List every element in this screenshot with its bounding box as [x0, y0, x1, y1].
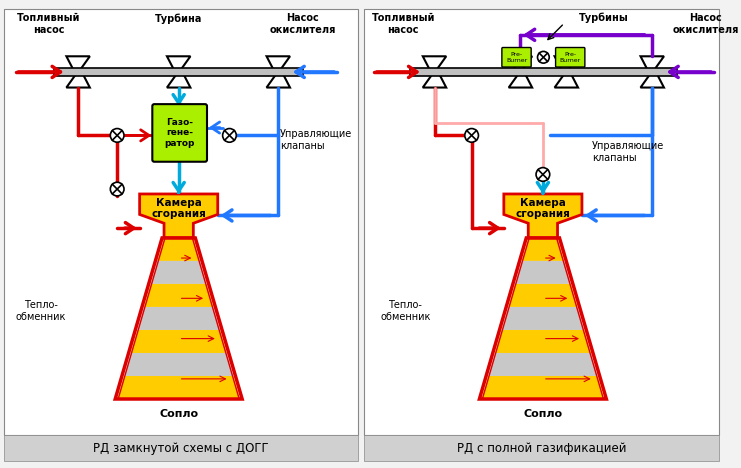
Text: Pre-
Burner: Pre- Burner	[559, 52, 581, 63]
Polygon shape	[124, 353, 233, 376]
Polygon shape	[67, 56, 90, 88]
Polygon shape	[554, 56, 578, 88]
Text: Управляющие
клапаны: Управляющие клапаны	[280, 130, 353, 151]
Text: Насос
окислителя: Насос окислителя	[270, 13, 336, 35]
Text: Сопло: Сопло	[523, 409, 562, 419]
Text: Турбины: Турбины	[579, 13, 629, 23]
FancyBboxPatch shape	[153, 104, 207, 162]
Polygon shape	[504, 194, 582, 238]
Polygon shape	[522, 238, 564, 261]
Text: РД замкнутой схемы с ДОГГ: РД замкнутой схемы с ДОГГ	[93, 442, 268, 455]
FancyBboxPatch shape	[4, 435, 359, 461]
Text: Тепло-
обменник: Тепло- обменник	[16, 300, 66, 322]
Polygon shape	[515, 261, 571, 284]
Polygon shape	[144, 284, 213, 307]
Circle shape	[222, 129, 236, 142]
FancyBboxPatch shape	[365, 435, 719, 461]
Polygon shape	[139, 194, 218, 238]
Text: Турбина: Турбина	[155, 13, 202, 24]
Polygon shape	[502, 307, 585, 330]
Polygon shape	[130, 330, 227, 353]
Polygon shape	[137, 307, 220, 330]
Polygon shape	[488, 353, 598, 376]
Polygon shape	[495, 330, 591, 353]
Polygon shape	[267, 56, 290, 88]
Circle shape	[110, 182, 124, 196]
Text: Газо-
гене-
ратор: Газо- гене- ратор	[165, 118, 195, 148]
FancyBboxPatch shape	[365, 9, 719, 435]
FancyBboxPatch shape	[410, 68, 677, 76]
FancyBboxPatch shape	[4, 9, 359, 435]
Text: Pre-
Burner: Pre- Burner	[506, 52, 527, 63]
Circle shape	[536, 168, 550, 181]
Text: Тепло-
обменник: Тепло- обменник	[380, 300, 431, 322]
Text: Камера
сгорания: Камера сгорания	[151, 198, 206, 219]
Polygon shape	[508, 284, 578, 307]
Text: Камера
сгорания: Камера сгорания	[516, 198, 571, 219]
Polygon shape	[150, 261, 207, 284]
Text: РД с полной газификацией: РД с полной газификацией	[457, 442, 627, 455]
Polygon shape	[423, 56, 446, 88]
Circle shape	[537, 51, 549, 63]
FancyBboxPatch shape	[502, 48, 531, 67]
Polygon shape	[157, 238, 200, 261]
Text: Топливный
насос: Топливный насос	[17, 13, 81, 35]
Text: Насос
окислителя: Насос окислителя	[673, 13, 739, 35]
FancyBboxPatch shape	[53, 68, 302, 76]
FancyBboxPatch shape	[556, 48, 585, 67]
Polygon shape	[482, 376, 605, 399]
Text: Сопло: Сопло	[159, 409, 199, 419]
Circle shape	[465, 129, 479, 142]
Polygon shape	[640, 56, 664, 88]
Polygon shape	[117, 376, 240, 399]
Text: Управляющие
клапаны: Управляющие клапаны	[592, 141, 664, 163]
Circle shape	[110, 129, 124, 142]
Polygon shape	[167, 56, 190, 88]
Polygon shape	[509, 56, 532, 88]
Text: Топливный
насос: Топливный насос	[371, 13, 435, 35]
